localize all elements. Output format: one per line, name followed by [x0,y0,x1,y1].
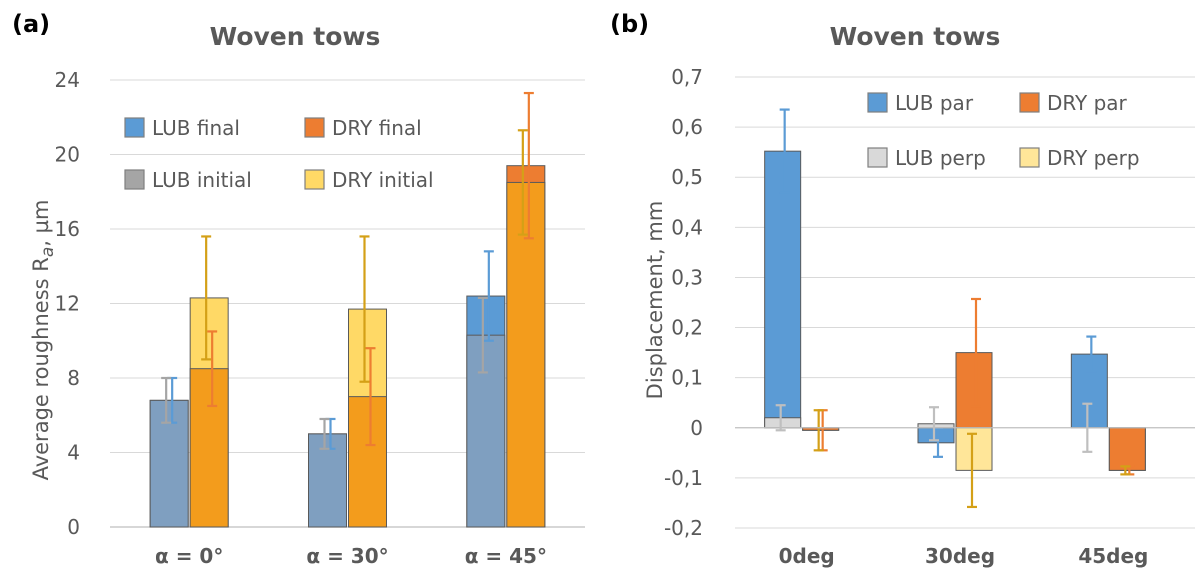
panel-a-ylabel: Average roughness Ra, µm [29,200,58,481]
legend-label-dry-initial: DRY initial [332,168,434,192]
panel-a-ytick: 16 [55,217,80,241]
panel-a-ytick: 4 [67,441,80,465]
bar-dry-par [955,352,993,429]
legend-label-dry-perp: DRY perp [1047,146,1140,170]
panel-a-ytick: 8 [67,366,80,390]
panel-b-category-label: 0deg [779,544,835,568]
panel-b-ytick: 0,7 [671,65,703,89]
legend-label-dry-final: DRY final [332,116,422,140]
panel-a-title: Woven tows [210,22,381,51]
panel-b-plot: -0,2 -0,1 0 0,1 0,2 0,3 0,4 0,5 0,6 0,7 0deg 30deg 4… [664,65,1195,568]
bar-lub-perp [764,417,802,429]
panel-a-ytick: 12 [55,292,80,316]
panel-b-category-label: 30deg [925,544,995,568]
bar-dry-final [189,368,229,528]
bar-lub-perp [917,423,955,429]
bar-dry-final [348,396,387,528]
panel-a-ytick: 0 [67,515,80,539]
legend-label-lub-initial: LUB initial [152,168,252,192]
legend-swatch-dry-final [304,117,325,138]
bar-lub-par [764,150,802,429]
panel-b-label: (b) [610,10,649,38]
panel-b-ytick: 0,4 [671,215,703,239]
legend-label-lub-par: LUB par [895,91,974,115]
legend-label-dry-par: DRY par [1047,91,1128,115]
legend-label-lub-perp: LUB perp [895,146,986,170]
panel-b-category-label: 45deg [1078,544,1148,568]
panel-b-ytick: 0,3 [671,265,703,289]
panel-a-ytick: 24 [55,68,80,92]
panel-b-ytick: -0,1 [664,466,703,490]
panel-b-ytick: 0,5 [671,165,703,189]
panel-a-category-label: α = 0° [155,544,223,568]
bar-lub-par [1070,353,1108,429]
panel-a-category-label: α = 45° [465,544,547,568]
legend-swatch-dry-perp [1019,147,1040,168]
panel-b-ylabel: Displacement, mm [643,201,667,400]
legend-swatch-dry-initial [304,169,325,190]
panel-a-label: (a) [12,10,50,38]
panel-a-ytick: 20 [55,143,80,167]
panel-b-title: Woven tows [830,22,1001,51]
legend-swatch-lub-perp [867,147,888,168]
legend-swatch-lub-par [867,92,888,113]
legend-label-lub-final: LUB final [152,116,240,140]
panel-a-category-label: α = 30° [306,544,388,568]
panel-b-ytick: 0,2 [671,316,703,340]
legend-swatch-lub-initial [124,169,145,190]
bar-lub-initial [466,334,506,528]
legend-swatch-dry-par [1019,92,1040,113]
bar-dry-par [1108,427,1146,471]
bar-dry-initial [506,181,546,528]
panel-b-ytick: 0,1 [671,366,703,390]
panel-b-ytick: -0,2 [664,516,703,540]
panel-b-ytick: 0,6 [671,115,703,139]
bar-lub-initial [149,399,189,528]
panel-b-ytick: 0 [690,416,703,440]
panel-a-plot: 0 4 8 12 16 20 24 α = 0° α = 30° α = 45° LUB final… [55,68,585,568]
legend-swatch-lub-final [124,117,145,138]
